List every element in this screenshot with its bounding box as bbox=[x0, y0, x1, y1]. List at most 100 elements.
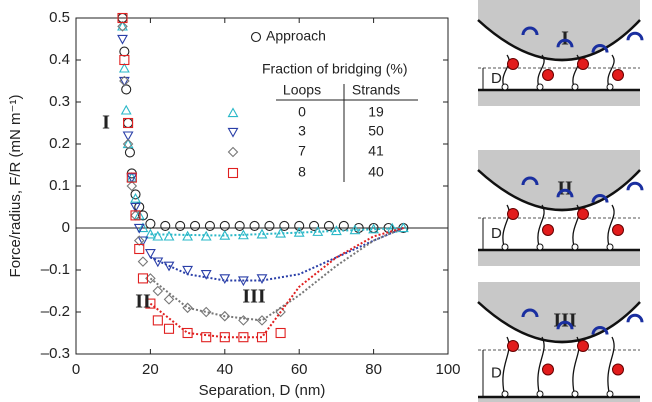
distance-label: D bbox=[491, 70, 502, 87]
receptor bbox=[556, 188, 574, 198]
legend-cell: 40 bbox=[368, 164, 384, 180]
ligand bbox=[577, 340, 589, 352]
marker bbox=[126, 173, 138, 184]
marker bbox=[119, 46, 130, 57]
marker bbox=[130, 210, 141, 221]
legend-title: Fraction of bridging (%) bbox=[262, 61, 408, 77]
marker bbox=[123, 117, 134, 129]
marker bbox=[238, 332, 249, 343]
legend-column: Strands bbox=[352, 82, 400, 98]
polymer bbox=[537, 336, 545, 398]
substrate bbox=[478, 397, 640, 402]
marker bbox=[201, 332, 212, 343]
marker bbox=[134, 243, 145, 255]
marker bbox=[118, 62, 130, 73]
marker bbox=[294, 220, 305, 231]
substrate bbox=[478, 250, 640, 266]
legend-cell: 19 bbox=[368, 104, 384, 120]
marker bbox=[219, 220, 230, 231]
marker bbox=[145, 298, 156, 309]
marker bbox=[160, 220, 171, 231]
y-tick-label: –0.1 bbox=[41, 261, 70, 278]
marker bbox=[338, 220, 349, 231]
anchor bbox=[501, 390, 509, 398]
ligand bbox=[507, 340, 519, 352]
ligand bbox=[577, 208, 589, 220]
distance-label: D bbox=[491, 225, 502, 242]
anchor bbox=[536, 83, 544, 91]
x-tick-label: 20 bbox=[142, 361, 159, 378]
marker bbox=[397, 222, 409, 233]
x-tick-label: 0 bbox=[72, 361, 80, 378]
annotation: I bbox=[102, 112, 110, 134]
marker bbox=[163, 230, 175, 241]
fit-line bbox=[150, 227, 404, 237]
marker bbox=[219, 229, 231, 240]
y-tick-label: 0.3 bbox=[49, 93, 70, 110]
marker bbox=[256, 228, 268, 239]
y-tick-label: 0.1 bbox=[49, 177, 70, 194]
marker bbox=[219, 310, 231, 322]
annotation: II bbox=[135, 291, 151, 313]
marker bbox=[256, 274, 268, 285]
marker bbox=[121, 84, 132, 95]
marker bbox=[122, 138, 134, 149]
distance-label: D bbox=[491, 364, 502, 381]
marker bbox=[182, 302, 193, 314]
marker bbox=[234, 220, 245, 231]
marker bbox=[145, 218, 156, 229]
receptor bbox=[521, 26, 539, 36]
y-tick-label: 0.2 bbox=[49, 135, 70, 152]
marker bbox=[182, 230, 194, 241]
ligand bbox=[577, 58, 589, 70]
polymer bbox=[502, 336, 510, 398]
marker bbox=[152, 257, 164, 268]
marker bbox=[238, 315, 249, 326]
marker bbox=[119, 75, 130, 87]
anchor bbox=[571, 243, 579, 251]
marker bbox=[349, 224, 361, 235]
surface bbox=[478, 0, 640, 60]
marker bbox=[144, 249, 156, 259]
marker bbox=[120, 104, 132, 115]
legend-cell: 0 bbox=[298, 104, 306, 120]
marker bbox=[119, 54, 130, 66]
legend-cell: 7 bbox=[298, 143, 306, 159]
ligand bbox=[507, 58, 519, 70]
receptor bbox=[556, 38, 574, 48]
marker bbox=[117, 34, 128, 45]
marker bbox=[144, 228, 156, 239]
receptor bbox=[626, 313, 644, 323]
marker bbox=[227, 167, 239, 179]
annotation: III bbox=[242, 286, 266, 308]
anchor bbox=[536, 390, 544, 398]
marker bbox=[126, 172, 137, 183]
marker bbox=[293, 226, 305, 237]
ligand bbox=[612, 69, 624, 81]
anchor bbox=[536, 243, 544, 251]
legend-label: Approach bbox=[266, 28, 326, 44]
marker bbox=[133, 235, 145, 246]
ligand bbox=[542, 224, 554, 236]
marker bbox=[163, 294, 175, 305]
marker bbox=[137, 236, 149, 247]
polymer bbox=[607, 336, 615, 398]
marker bbox=[264, 220, 275, 231]
marker bbox=[182, 327, 193, 339]
marker bbox=[137, 273, 149, 284]
y-tick-label: 0.5 bbox=[49, 9, 70, 26]
surface-edge bbox=[477, 19, 641, 62]
y-axis-label: Force/radius, F/R (mN m⁻¹) bbox=[7, 95, 24, 278]
marker bbox=[237, 229, 249, 240]
legend-marker bbox=[250, 31, 262, 43]
marker bbox=[175, 220, 186, 231]
y-tick-label: 0 bbox=[62, 219, 70, 236]
panel-label: I bbox=[561, 28, 569, 50]
receptor bbox=[521, 176, 539, 186]
x-tick-label: 40 bbox=[216, 361, 233, 378]
marker bbox=[227, 127, 239, 138]
x-tick-label: 60 bbox=[291, 361, 308, 378]
receptor bbox=[521, 308, 539, 318]
anchor bbox=[606, 243, 614, 251]
